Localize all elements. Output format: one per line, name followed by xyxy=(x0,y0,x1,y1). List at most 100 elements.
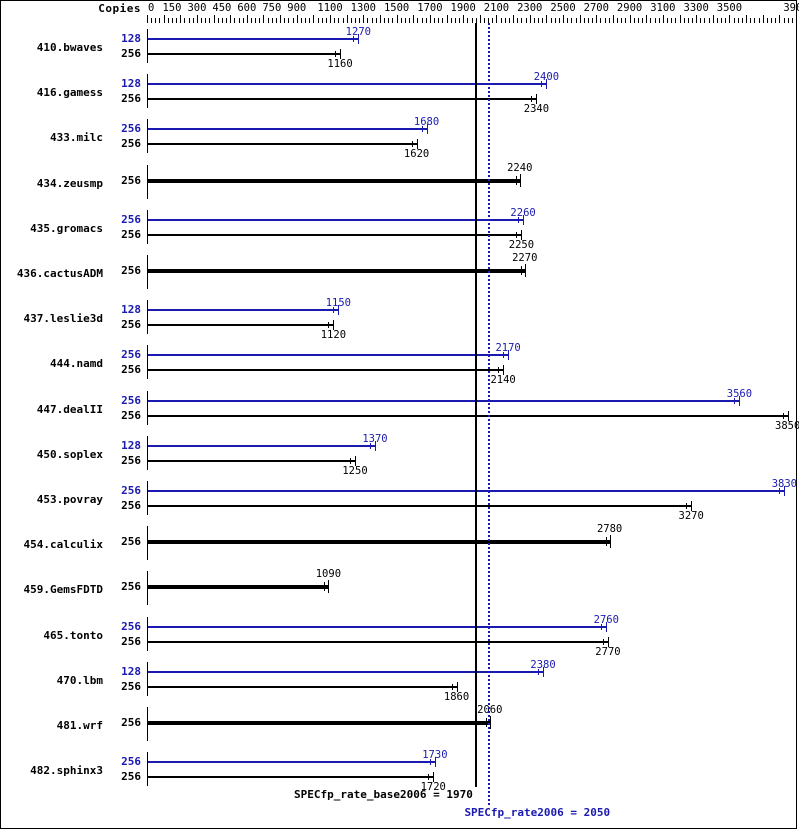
peak-value-label: 2260 xyxy=(510,206,536,219)
base-bar-errtick xyxy=(602,638,604,645)
peak-bar-errtick xyxy=(353,36,355,42)
copies-value-base: 256 xyxy=(121,137,141,151)
x-tick-minor xyxy=(604,18,606,23)
base-bar xyxy=(148,324,334,327)
x-tick-label: 2700 xyxy=(583,2,609,14)
x-tick-major xyxy=(712,15,714,23)
peak-bar xyxy=(148,38,359,40)
copies-value-merged: 256 xyxy=(121,716,141,729)
copies-value-peak: 256 xyxy=(121,619,141,633)
base-value-label: 2140 xyxy=(490,374,516,387)
copies-value-base: 256 xyxy=(121,363,141,377)
x-tick-minor xyxy=(737,18,739,23)
base-bar xyxy=(148,369,504,372)
base-bar xyxy=(148,459,355,462)
x-tick-major xyxy=(662,15,664,23)
peak-bar-cap xyxy=(338,305,340,316)
x-tick-minor xyxy=(338,18,340,23)
peak-bar-errtick xyxy=(429,759,431,766)
benchmark-row: 436.cactusADM 256 2270 xyxy=(1,252,796,298)
peak-bar-errtick xyxy=(601,623,603,630)
copies-value-base: 256 xyxy=(121,408,141,422)
peak-bar-errtick xyxy=(541,81,543,88)
x-tick-minor xyxy=(421,18,423,23)
x-tick-minor xyxy=(488,18,490,23)
x-tick-minor xyxy=(384,18,386,23)
base-bar xyxy=(148,685,457,688)
benchmark-row: 453.povray 256 3830 256 3270 xyxy=(1,478,797,524)
x-tick-minor xyxy=(600,18,602,23)
benchmark-row: 459.GemsFDTD 256 1090 xyxy=(1,568,796,614)
benchmark-row: 470.lbm 128 2380 256 1860 xyxy=(1,658,796,705)
x-tick-minor xyxy=(300,18,302,23)
row-axis-stub xyxy=(147,390,148,425)
x-tick-minor xyxy=(791,18,793,23)
peak-bar-cap xyxy=(543,666,545,677)
peak-bar-cap xyxy=(508,350,510,361)
benchmark-label: 435.gromacs xyxy=(30,221,103,235)
copies-value-base: 256 xyxy=(121,499,141,512)
x-tick-major xyxy=(546,15,548,23)
x-tick-minor xyxy=(571,18,573,23)
x-tick-minor xyxy=(750,18,752,23)
x-tick-minor xyxy=(350,18,352,23)
row-axis-stub xyxy=(147,345,148,380)
base-bar-cap xyxy=(333,320,335,331)
x-tick-label: 450 xyxy=(212,2,232,14)
x-tick-minor xyxy=(425,18,427,23)
copies-value-peak: 128 xyxy=(121,664,141,678)
x-tick-minor xyxy=(741,18,743,23)
x-tick-minor xyxy=(159,18,161,23)
row-axis-stub xyxy=(147,526,148,561)
x-tick-minor xyxy=(567,18,569,23)
x-tick-major xyxy=(779,15,781,23)
x-tick-minor xyxy=(371,18,373,23)
x-tick-minor xyxy=(550,18,552,23)
copies-value-peak: 128 xyxy=(121,303,141,317)
peak-bar xyxy=(148,670,544,673)
x-tick-major xyxy=(163,15,165,23)
row-axis-stub xyxy=(147,119,148,154)
peak-bar-cap xyxy=(426,124,428,135)
row-axis-stub xyxy=(147,74,148,109)
x-tick-minor xyxy=(725,18,727,23)
peak-value-label: 2380 xyxy=(530,658,556,671)
x-tick-minor xyxy=(226,18,228,23)
copies-value-peak: 256 xyxy=(121,484,141,497)
x-tick-minor xyxy=(733,18,735,23)
peak-bar-cap xyxy=(358,34,360,44)
peak-bar-cap xyxy=(546,79,548,90)
x-tick-minor xyxy=(675,18,677,23)
x-tick-major xyxy=(313,15,315,23)
x-tick-minor xyxy=(209,18,211,23)
x-tick-minor xyxy=(521,18,523,23)
merged-bar-errtick xyxy=(324,582,326,592)
x-tick-major xyxy=(446,15,448,23)
x-tick-minor xyxy=(321,18,323,23)
x-tick-minor xyxy=(450,18,452,23)
merged-value-label: 2780 xyxy=(596,523,623,536)
base-bar-cap xyxy=(521,229,523,240)
x-tick-minor xyxy=(317,18,319,23)
x-tick-minor xyxy=(483,18,485,23)
x-tick-minor xyxy=(708,18,710,23)
peak-bar-errtick xyxy=(518,216,520,223)
x-tick-minor xyxy=(251,18,252,23)
x-tick-label: 1300 xyxy=(350,2,376,14)
base-bar-errtick xyxy=(451,683,453,690)
x-tick-major xyxy=(679,15,681,23)
row-axis-stub xyxy=(147,571,148,606)
copies-value-merged: 256 xyxy=(121,264,141,277)
x-tick-major xyxy=(196,15,198,23)
x-tick-minor xyxy=(288,18,290,23)
x-tick-label: 150 xyxy=(162,2,182,14)
x-tick-minor xyxy=(517,18,519,23)
benchmark-label: 454.calculix xyxy=(23,538,103,552)
x-tick-minor xyxy=(504,18,506,23)
x-tick-major xyxy=(529,15,531,23)
x-tick-minor xyxy=(259,18,261,23)
copies-value-merged: 256 xyxy=(121,535,141,549)
x-tick-minor xyxy=(255,18,257,23)
base-bar-errtick xyxy=(782,412,784,419)
benchmark-label: 434.zeusmp xyxy=(36,176,103,190)
